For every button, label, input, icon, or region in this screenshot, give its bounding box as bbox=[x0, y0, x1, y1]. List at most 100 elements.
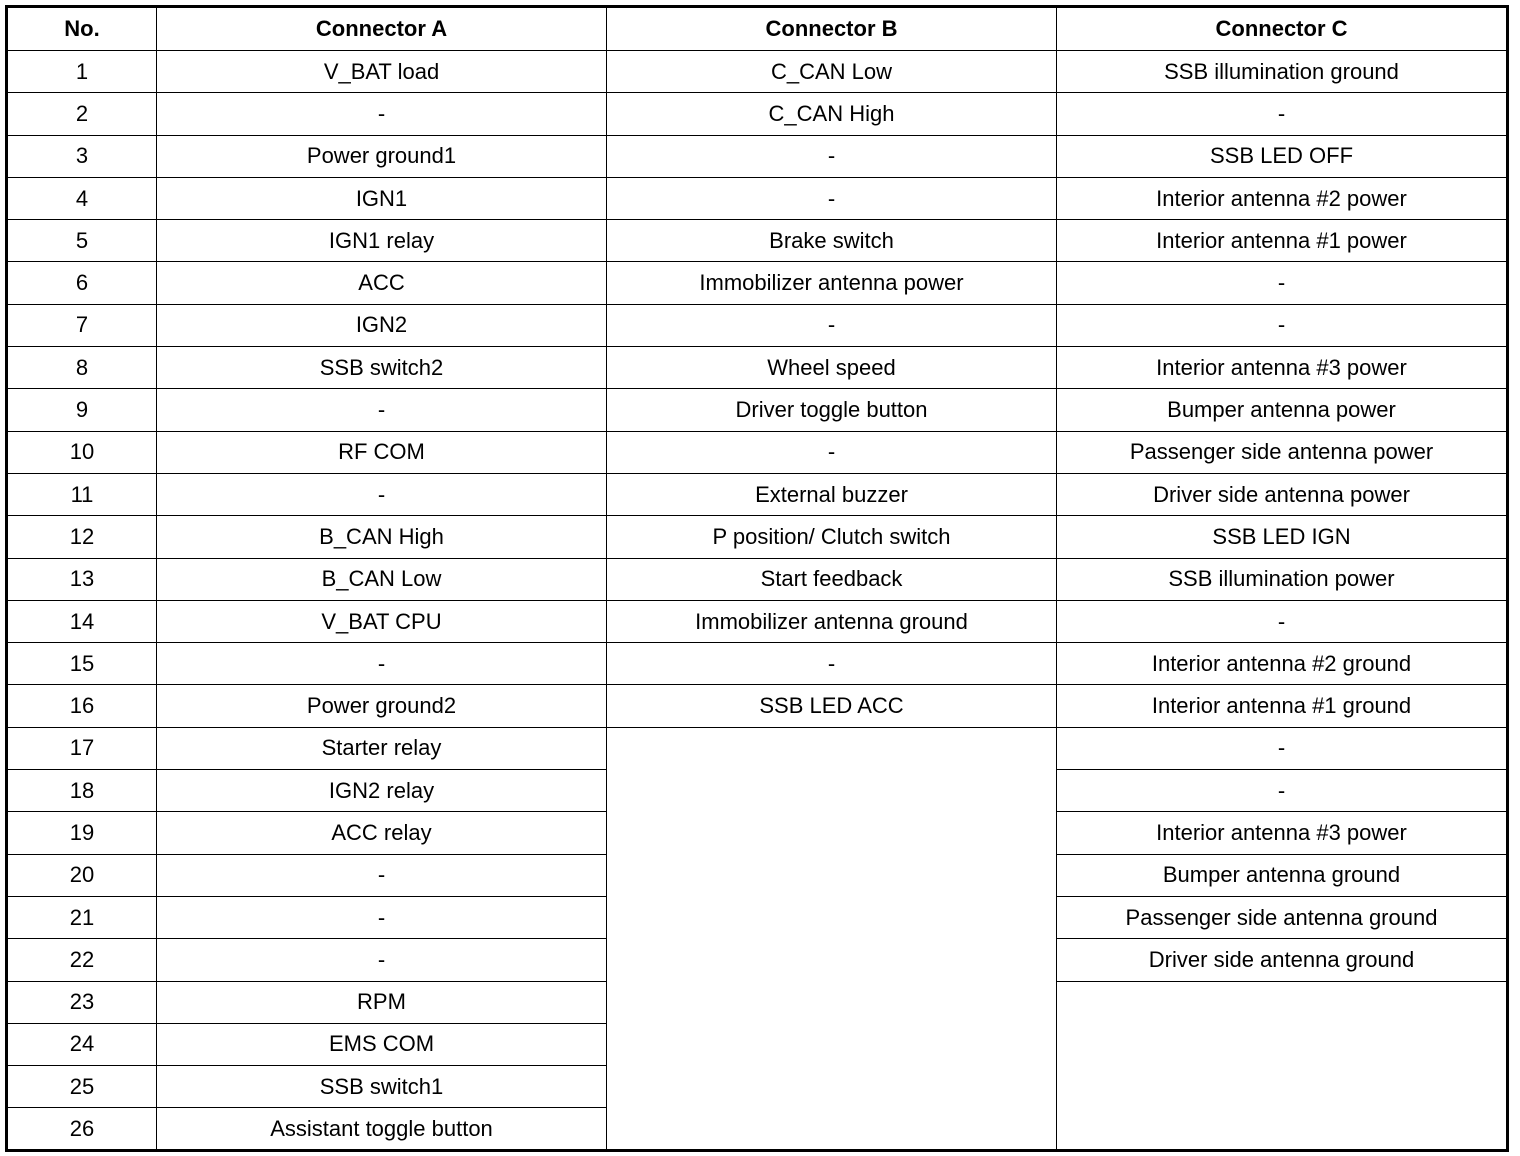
connector-a-cell: Power ground2 bbox=[156, 684, 607, 728]
connector-b-cell: - bbox=[606, 134, 1057, 178]
connector-c-cell: Passenger side antenna ground bbox=[1056, 895, 1508, 940]
connector-c-cell: Interior antenna #1 ground bbox=[1056, 684, 1508, 728]
connector-a-cell: RF COM bbox=[156, 430, 607, 474]
connector-b-cell: Brake switch bbox=[606, 219, 1057, 263]
connector-pinout-table: No. Connector A Connector B Connector C … bbox=[5, 5, 1509, 1152]
pin-number: 20 bbox=[6, 853, 157, 897]
connector-c-cell: Passenger side antenna power bbox=[1056, 430, 1508, 474]
table-row: 6 ACC Immobilizer antenna power - bbox=[6, 261, 1508, 305]
connector-a-cell: B_CAN High bbox=[156, 515, 607, 559]
pin-number: 18 bbox=[6, 769, 157, 813]
connector-c-cell: Interior antenna #2 ground bbox=[1056, 642, 1508, 686]
connector-c-cell: Interior antenna #3 power bbox=[1056, 346, 1508, 390]
header-connector-c: Connector C bbox=[1056, 6, 1508, 51]
pin-number: 13 bbox=[6, 557, 157, 601]
table-row: 11- External buzzer Driver side antenna po… bbox=[6, 472, 1508, 517]
pin-number: 26 bbox=[6, 1107, 157, 1151]
table-row: 20- Bumper antenna ground bbox=[6, 853, 1508, 897]
table-row: 25 SSB switch1 bbox=[6, 1065, 1508, 1109]
connector-c-cell: Interior antenna #2 power bbox=[1056, 176, 1508, 221]
table-row: 17 Starter relay - bbox=[6, 726, 1508, 1151]
table-row: 3 Power ground1- SSB LED OFF bbox=[6, 134, 1508, 178]
connector-c-cell: Bumper antenna power bbox=[1056, 388, 1508, 432]
connector-a-cell: V_BAT CPU bbox=[156, 599, 607, 644]
header-connector-a: Connector A bbox=[156, 6, 607, 51]
connector-a-cell: IGN2 bbox=[156, 303, 607, 348]
connector-b-cell: C_CAN High bbox=[606, 92, 1057, 136]
connector-b-cell: Start feedback bbox=[606, 557, 1057, 601]
table-row: 4 IGN1- Interior antenna #2 power bbox=[6, 176, 1508, 221]
table-row: 26 Assistant toggle button bbox=[6, 1107, 1508, 1151]
pin-number: 5 bbox=[6, 219, 157, 263]
connector-a-cell: IGN2 relay bbox=[156, 769, 607, 813]
table-row: 8 SSB switch2 Wheel speed Interior antenna … bbox=[6, 346, 1508, 390]
connector-b-cell: Immobilizer antenna power bbox=[606, 261, 1057, 305]
connector-a-cell: - bbox=[156, 472, 607, 517]
table-row: 10 RF COM - Passenger side antenna power bbox=[6, 430, 1508, 474]
connector-a-cell: ACC relay bbox=[156, 811, 607, 855]
header-connector-b: Connector B bbox=[606, 6, 1057, 51]
table-row: 9- Driver toggle button Bumper antenna pow… bbox=[6, 388, 1508, 432]
table-row: 19 ACC relay Interior antenna #3 power bbox=[6, 811, 1508, 855]
connector-b-cell: - bbox=[606, 303, 1057, 348]
table-row: 5 IGN1 relay Brake switch Interior antenna … bbox=[6, 219, 1508, 263]
connector-a-cell: - bbox=[156, 642, 607, 686]
connector-a-cell: Starter relay bbox=[156, 726, 607, 771]
connector-b-empty-cell bbox=[606, 726, 1057, 1151]
table-row: 16 Power ground2 SSB LED ACC Interior anten… bbox=[6, 684, 1508, 728]
pin-number: 21 bbox=[6, 895, 157, 940]
connector-b-cell: C_CAN Low bbox=[606, 49, 1057, 94]
pin-number: 24 bbox=[6, 1022, 157, 1067]
connector-a-cell: Assistant toggle button bbox=[156, 1107, 607, 1151]
table-row: 7 IGN2- - bbox=[6, 303, 1508, 348]
connector-b-cell: - bbox=[606, 642, 1057, 686]
connector-a-cell: - bbox=[156, 853, 607, 897]
connector-b-cell: External buzzer bbox=[606, 472, 1057, 517]
pin-number: 23 bbox=[6, 980, 157, 1024]
connector-c-cell: Bumper antenna ground bbox=[1056, 853, 1508, 897]
connector-a-cell: ACC bbox=[156, 261, 607, 305]
connector-c-cell: Driver side antenna power bbox=[1056, 472, 1508, 517]
connector-a-cell: - bbox=[156, 388, 607, 432]
connector-a-cell: RPM bbox=[156, 980, 607, 1024]
connector-a-cell: EMS COM bbox=[156, 1022, 607, 1067]
pin-number: 4 bbox=[6, 176, 157, 221]
connector-a-cell: IGN1 bbox=[156, 176, 607, 221]
table-row: 14 V_BAT CPU Immobilizer antenna ground - bbox=[6, 599, 1508, 644]
pin-number: 25 bbox=[6, 1065, 157, 1109]
connector-c-cell: Interior antenna #1 power bbox=[1056, 219, 1508, 263]
pin-number: 12 bbox=[6, 515, 157, 559]
pin-number: 6 bbox=[6, 261, 157, 305]
connector-c-cell: - bbox=[1056, 769, 1508, 813]
pin-number: 22 bbox=[6, 938, 157, 982]
connector-c-cell: - bbox=[1056, 303, 1508, 348]
pin-number: 8 bbox=[6, 346, 157, 390]
connector-a-cell: - bbox=[156, 938, 607, 982]
pin-number: 16 bbox=[6, 684, 157, 728]
pin-number: 9 bbox=[6, 388, 157, 432]
header-no: No. bbox=[6, 6, 157, 51]
connector-a-cell: Power ground1 bbox=[156, 134, 607, 178]
connector-b-cell: Wheel speed bbox=[606, 346, 1057, 390]
connector-b-cell: P position/ Clutch switch bbox=[606, 515, 1057, 559]
table-row: 1 V_BAT load C_CAN Low SSB illumination gro… bbox=[6, 49, 1508, 94]
connector-b-cell: Immobilizer antenna ground bbox=[606, 599, 1057, 644]
connector-c-cell: - bbox=[1056, 92, 1508, 136]
pin-number: 11 bbox=[6, 472, 157, 517]
pin-number: 15 bbox=[6, 642, 157, 686]
connector-c-cell: SSB illumination power bbox=[1056, 557, 1508, 601]
connector-c-empty-cell bbox=[1056, 980, 1508, 1151]
pin-number: 2 bbox=[6, 92, 157, 136]
pin-number: 3 bbox=[6, 134, 157, 178]
table-row: 23 RPM bbox=[6, 980, 1508, 1151]
pin-number: 10 bbox=[6, 430, 157, 474]
header-row: No. Connector A Connector B Connector C bbox=[6, 6, 1508, 51]
pin-number: 14 bbox=[6, 599, 157, 644]
connector-c-cell: Interior antenna #3 power bbox=[1056, 811, 1508, 855]
connector-a-cell: - bbox=[156, 92, 607, 136]
connector-b-cell: - bbox=[606, 176, 1057, 221]
connector-c-cell: - bbox=[1056, 261, 1508, 305]
table-row: 21- Passenger side antenna ground bbox=[6, 895, 1508, 940]
table-row: 13 B_CAN Low Start feedback SSB illuminatio… bbox=[6, 557, 1508, 601]
table-row: 2- C_CAN High - bbox=[6, 92, 1508, 136]
